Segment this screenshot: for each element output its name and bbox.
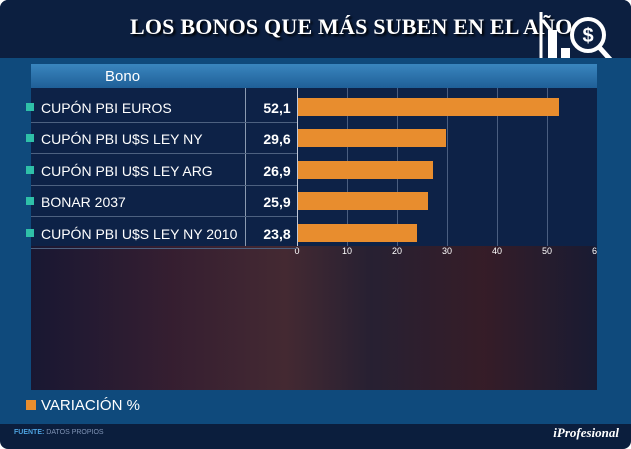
gridline	[447, 88, 448, 246]
table-row: CUPÓN PBI U$S LEY NY 29,6	[31, 123, 297, 155]
gridline	[547, 88, 548, 246]
source-label: FUENTE:	[14, 429, 45, 436]
legend-label: VARIACIÓN %	[41, 397, 140, 414]
bond-name: CUPÓN PBI EUROS	[41, 100, 172, 116]
x-tick-label: 40	[491, 246, 502, 256]
bond-value: 25,9	[263, 194, 291, 211]
table-row: CUPÓN PBI U$S LEY NY 2010 23,8	[31, 218, 297, 249]
legend-swatch	[26, 400, 36, 410]
column-header-bono: Bono	[105, 68, 141, 85]
column-divider	[245, 88, 246, 246]
x-tick-label: 30	[441, 246, 452, 256]
chart-title: LOS BONOS QUE MÁS SUBEN EN EL AÑO	[130, 14, 573, 39]
gridline	[497, 88, 498, 246]
bar	[298, 98, 559, 116]
chart-panel: Bono 0102030405060CUPÓN PBI EUROS52,1CUP…	[31, 64, 597, 390]
x-axis-line	[297, 88, 298, 246]
legend: VARIACIÓN %	[26, 397, 140, 414]
row-bullet	[26, 197, 34, 206]
table-row: BONAR 2037 25,9	[31, 186, 297, 218]
bond-value: 29,6	[263, 131, 291, 148]
bar	[298, 129, 446, 148]
x-tick-label: 10	[341, 246, 352, 256]
bond-name: BONAR 2037	[41, 194, 126, 211]
row-bullet	[26, 103, 34, 111]
stock-board-photo	[31, 246, 597, 390]
footer-source: FUENTE: DATOS PROPIOS	[14, 429, 104, 436]
x-tick-label: 50	[541, 246, 552, 256]
bond-value: 52,1	[263, 100, 291, 116]
x-tick-label: 20	[391, 246, 402, 256]
brand-logo: iProfesional	[553, 425, 619, 440]
source-text: DATOS PROPIOS	[46, 429, 104, 436]
bar	[298, 160, 433, 179]
bar	[298, 192, 428, 211]
svg-text:$: $	[582, 25, 593, 47]
table-row: CUPÓN PBI EUROS 52,1	[31, 92, 297, 123]
x-tick-label: 60	[591, 246, 597, 256]
table-header: Bono	[31, 64, 597, 88]
table-row: CUPÓN PBI U$S LEY ARG 26,9	[31, 155, 297, 186]
title-bar: LOS BONOS QUE MÁS SUBEN EN EL AÑO $	[0, 0, 631, 82]
bond-name: CUPÓN PBI U$S LEY NY 2010	[41, 225, 238, 242]
bar	[298, 223, 417, 242]
bond-value: 23,8	[263, 225, 291, 242]
row-bullet	[26, 134, 34, 143]
bond-name: CUPÓN PBI U$S LEY NY	[41, 131, 203, 148]
row-bullet	[26, 165, 34, 174]
x-tick-label: 0	[294, 246, 300, 256]
bond-value: 26,9	[263, 162, 291, 179]
bond-name: CUPÓN PBI U$S LEY ARG	[41, 162, 213, 179]
row-bullet	[26, 228, 34, 237]
